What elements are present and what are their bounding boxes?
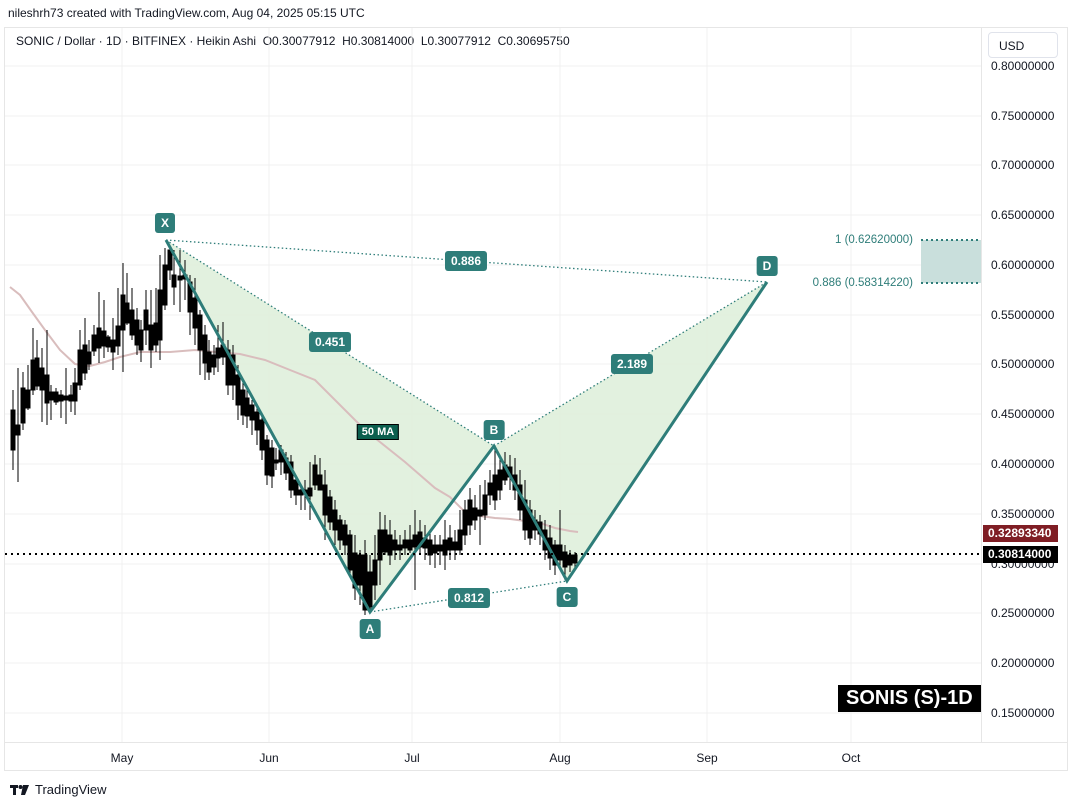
x-tick-aug: Aug xyxy=(549,751,571,765)
pattern-xab-fill xyxy=(166,240,494,612)
point-b-label[interactable]: B xyxy=(483,420,505,440)
tradingview-logo-icon xyxy=(10,784,29,795)
y-tick: 0.60000000 xyxy=(991,258,1055,272)
y-tick: 0.50000000 xyxy=(991,357,1055,371)
last-price-tag: 0.30814000 xyxy=(983,546,1058,563)
point-d-label[interactable]: D xyxy=(756,256,778,276)
y-tick: 0.20000000 xyxy=(991,656,1055,670)
x-tick-jun: Jun xyxy=(259,751,279,765)
y-tick: 0.15000000 xyxy=(991,706,1055,720)
chart-frame xyxy=(4,27,1068,771)
grid xyxy=(5,28,981,742)
point-x-label[interactable]: X xyxy=(154,213,176,233)
ma-label: 50 MA xyxy=(356,424,400,440)
x-tick-oct: Oct xyxy=(841,751,861,765)
prz-zone[interactable] xyxy=(921,240,981,283)
y-tick: 0.40000000 xyxy=(991,457,1055,471)
candles xyxy=(10,245,578,615)
currency-button[interactable]: USD xyxy=(988,32,1058,58)
point-c-label[interactable]: C xyxy=(556,587,578,607)
chart-credit: nileshrh73 created with TradingView.com,… xyxy=(8,6,365,20)
pattern-bcd-fill xyxy=(494,282,767,581)
harmonic-pattern-legs[interactable] xyxy=(164,239,769,615)
x-tick-may: May xyxy=(110,751,134,765)
ratio-xd-label[interactable]: 0.886 xyxy=(444,251,488,271)
time-axis-divider xyxy=(5,742,1067,743)
y-tick: 0.45000000 xyxy=(991,407,1055,421)
ratio-ac-label[interactable]: 0.812 xyxy=(447,588,491,608)
y-tick: 0.35000000 xyxy=(991,507,1055,521)
y-tick: 0.65000000 xyxy=(991,208,1055,222)
x-tick-jul: Jul xyxy=(404,751,420,765)
chart-watermark: SONIS (S)-1D xyxy=(838,685,981,712)
ratio-xb-label[interactable]: 0.451 xyxy=(308,332,352,352)
x-tick-sep: Sep xyxy=(696,751,718,765)
y-tick: 0.70000000 xyxy=(991,158,1055,172)
fib-level-1-label: 1 (0.62620000) xyxy=(834,234,913,246)
symbol-legend[interactable]: SONIC / Dollar · 1D · BITFINEX · Heikin … xyxy=(16,34,570,48)
y-tick: 0.25000000 xyxy=(991,606,1055,620)
tradingview-brand: TradingView xyxy=(35,782,107,797)
tradingview-logo[interactable]: TradingView xyxy=(10,782,107,797)
y-tick: 0.75000000 xyxy=(991,109,1055,123)
fib-level-0886-label: 0.886 (0.58314220) xyxy=(812,277,913,289)
price-axis-divider xyxy=(981,28,982,742)
ratio-bd-label[interactable]: 2.189 xyxy=(610,354,654,374)
y-tick: 0.55000000 xyxy=(991,308,1055,322)
point-a-label[interactable]: A xyxy=(359,619,381,639)
y-tick: 0.80000000 xyxy=(991,59,1055,73)
ma-price-tag: 0.32893340 xyxy=(983,525,1058,542)
